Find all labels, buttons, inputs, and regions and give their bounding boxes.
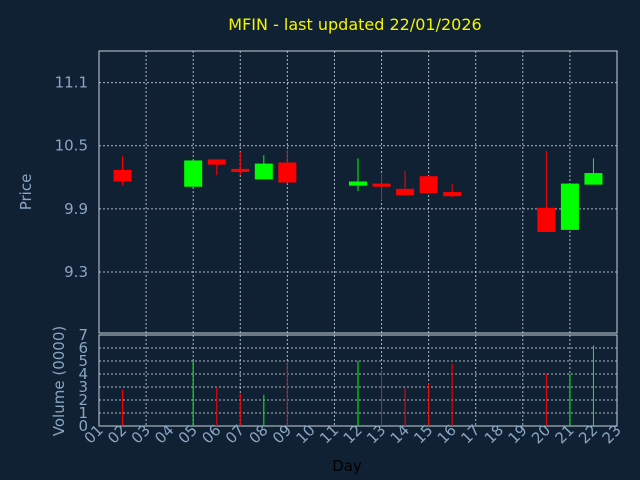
- candle-body: [184, 160, 203, 187]
- candle-body: [254, 163, 273, 180]
- price-tick-label: 9.3: [64, 263, 88, 281]
- day-tick-label: 07: [222, 421, 248, 447]
- day-axis-label: Day: [332, 457, 362, 475]
- day-tick-label: 20: [528, 421, 554, 447]
- day-tick-label: 22: [575, 421, 601, 447]
- candle-body: [560, 183, 579, 230]
- candle-body: [278, 162, 297, 183]
- day-tick-label: 08: [245, 421, 271, 447]
- day-tick-label: 23: [599, 421, 625, 447]
- candle-body: [231, 168, 250, 173]
- price-axis-label: Price: [17, 174, 35, 211]
- day-tick-label: 05: [175, 421, 201, 447]
- day-tick-label: 10: [293, 421, 319, 447]
- chart-title: MFIN - last updated 22/01/2026: [228, 15, 481, 34]
- day-tick-label: 21: [552, 421, 578, 447]
- candle-body: [443, 192, 462, 197]
- volume-tick-label: 4: [78, 365, 88, 383]
- day-tick-label: 17: [457, 421, 483, 447]
- candle-body: [396, 188, 415, 196]
- day-tick-label: 16: [434, 421, 460, 447]
- candle-body: [349, 181, 367, 186]
- volume-tick-label: 1: [78, 404, 88, 422]
- volume-tick-label: 0: [78, 417, 88, 435]
- volume-tick-label: 3: [78, 378, 88, 396]
- candle-body: [207, 159, 226, 165]
- volume-tick-label: 7: [78, 326, 88, 344]
- candle-body: [113, 169, 132, 182]
- day-tick-label: 06: [198, 421, 224, 447]
- day-tick-label: 12: [340, 421, 366, 447]
- day-tick-label: 04: [151, 421, 177, 447]
- day-tick-label: 15: [410, 421, 436, 447]
- day-tick-label: 18: [481, 421, 507, 447]
- price-tick-label: 9.9: [64, 200, 88, 218]
- day-tick-label: 09: [269, 421, 295, 447]
- day-tick-label: 14: [387, 421, 413, 447]
- price-tick-label: 11.1: [55, 74, 88, 92]
- candle-body: [419, 176, 438, 194]
- volume-axis-label: Volume (0000): [50, 326, 68, 436]
- volume-tick-label: 5: [78, 352, 88, 370]
- candle-body: [584, 173, 603, 185]
- volume-tick-label: 6: [78, 339, 88, 357]
- price-panel-border: [98, 50, 618, 334]
- day-tick-label: 11: [316, 421, 342, 447]
- candle-body: [372, 183, 391, 187]
- day-tick-label: 19: [504, 421, 530, 447]
- price-tick-label: 10.5: [55, 137, 88, 155]
- volume-tick-label: 2: [78, 391, 88, 409]
- candle-body: [537, 207, 556, 232]
- day-tick-label: 02: [104, 421, 130, 447]
- day-tick-label: 13: [363, 421, 389, 447]
- day-tick-label: 03: [128, 421, 154, 447]
